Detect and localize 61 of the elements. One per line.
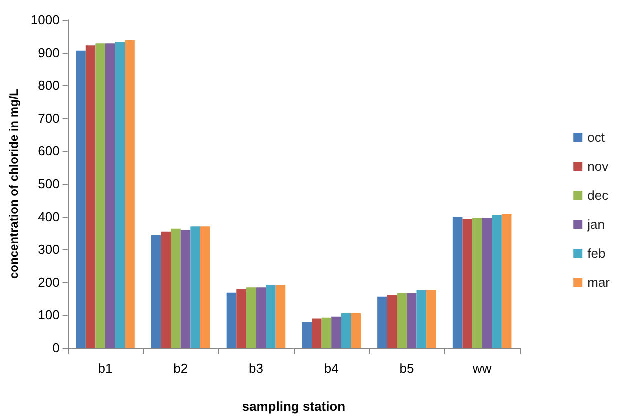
bar — [387, 295, 398, 348]
bar — [462, 219, 473, 348]
bar — [180, 230, 191, 348]
legend-label: dec — [588, 188, 610, 203]
bar — [416, 290, 427, 348]
bar — [378, 296, 388, 348]
bar — [106, 44, 116, 348]
bar — [256, 288, 266, 348]
y-tick-label: 0 — [52, 340, 60, 356]
y-axis-title: concentration of chloride in mg/L — [7, 88, 21, 280]
y-tick-label: 200 — [38, 274, 60, 290]
y-tick-label: 500 — [38, 176, 60, 192]
bar — [161, 232, 172, 348]
bar — [312, 318, 322, 348]
bar — [406, 294, 417, 348]
y-tick-label: 900 — [38, 45, 60, 60]
bar — [397, 294, 407, 348]
bar — [341, 314, 352, 348]
bar — [332, 316, 342, 348]
bar — [236, 289, 246, 348]
bar — [322, 318, 332, 348]
y-tick-label: 600 — [38, 144, 60, 159]
bar — [472, 218, 482, 348]
bar — [171, 228, 181, 348]
bar — [266, 285, 276, 348]
bar — [246, 288, 256, 348]
legend-label: oct — [588, 130, 606, 145]
x-axis-title: sampling station — [242, 399, 346, 414]
bar — [151, 235, 162, 348]
legend-label: nov — [588, 159, 610, 174]
bar — [125, 40, 135, 348]
bar — [452, 217, 463, 348]
y-tick-label: 100 — [38, 308, 60, 323]
bar — [482, 218, 492, 348]
legend-label: mar — [588, 275, 611, 290]
legend-label: jan — [586, 217, 605, 232]
x-tick-label: b2 — [174, 361, 188, 376]
bar — [115, 42, 126, 348]
bar — [426, 290, 436, 348]
bar — [302, 322, 312, 348]
y-tick-label: 800 — [38, 78, 60, 94]
bar — [226, 292, 237, 348]
bar — [96, 44, 106, 348]
y-tick-label: 1000 — [30, 12, 60, 28]
bar — [276, 285, 286, 348]
x-tick-label: b3 — [248, 361, 264, 376]
x-tick-label: b4 — [324, 361, 339, 376]
x-tick-label: ww — [472, 361, 492, 376]
bar — [492, 215, 502, 348]
x-tick-label: b5 — [400, 361, 414, 376]
y-tick-label: 400 — [38, 209, 60, 224]
legend-label: feb — [588, 246, 606, 261]
bar — [200, 226, 210, 348]
bar — [502, 214, 512, 348]
bar — [190, 226, 200, 348]
x-tick-label: b1 — [98, 361, 113, 376]
y-tick-label: 300 — [38, 242, 60, 258]
y-tick-label: 700 — [38, 110, 60, 126]
bar — [76, 50, 86, 348]
bar — [86, 46, 96, 348]
bar — [351, 314, 361, 348]
